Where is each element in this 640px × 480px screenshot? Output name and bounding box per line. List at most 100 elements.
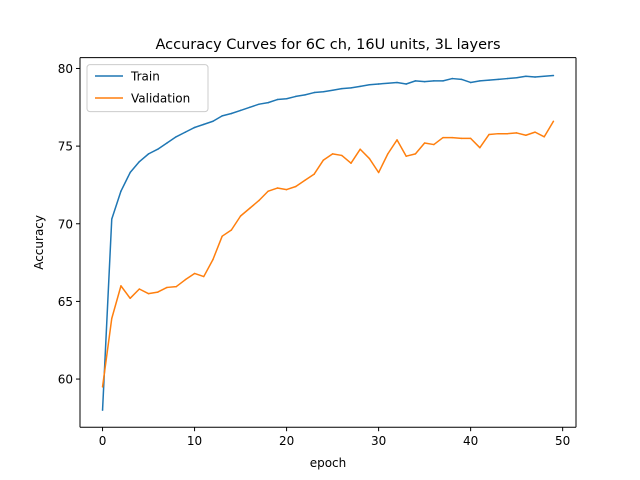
data-point-validation	[111, 317, 113, 320]
data-point-validation	[515, 132, 518, 134]
data-point-validation	[442, 136, 444, 139]
data-point-validation	[350, 162, 352, 164]
y-tick-label: 70	[58, 217, 73, 231]
data-point-validation	[267, 190, 269, 192]
data-point-train	[331, 89, 334, 91]
data-point-validation	[157, 291, 159, 293]
data-point-validation	[212, 258, 214, 261]
data-point-train	[157, 148, 159, 150]
data-point-train	[525, 75, 527, 77]
data-point-validation	[506, 132, 509, 135]
data-point-validation	[276, 187, 279, 189]
data-point-train	[285, 98, 288, 100]
data-point-validation	[147, 292, 150, 295]
data-point-train	[350, 87, 352, 89]
data-point-validation	[534, 131, 536, 133]
data-point-validation	[359, 148, 361, 150]
data-point-train	[138, 160, 141, 163]
data-point-validation	[414, 153, 417, 155]
data-point-validation	[331, 153, 334, 155]
data-point-train	[423, 80, 426, 83]
data-point-train	[552, 74, 555, 77]
data-point-train	[175, 136, 177, 138]
data-point-train	[515, 77, 518, 79]
data-point-validation	[184, 278, 187, 281]
y-tick-label: 80	[58, 62, 73, 76]
data-point-train	[543, 75, 545, 77]
data-point-train	[341, 87, 343, 90]
data-point-train	[506, 77, 509, 80]
data-point-train	[267, 101, 269, 104]
chart-title: Accuracy Curves for 6C ch, 16U units, 3L…	[155, 37, 500, 53]
data-point-validation	[304, 179, 306, 182]
data-point-validation	[377, 171, 380, 174]
x-tick-label: 0	[99, 434, 107, 448]
data-point-train	[479, 80, 481, 82]
x-tick-label: 30	[371, 434, 386, 448]
data-point-train	[405, 83, 407, 85]
data-point-train	[249, 106, 251, 109]
data-point-train	[101, 409, 104, 411]
data-point-train	[166, 142, 168, 144]
legend: Train Validation	[86, 64, 209, 113]
data-point-train	[368, 84, 371, 86]
data-point-train	[488, 79, 490, 81]
data-point-train	[497, 78, 499, 81]
data-point-validation	[249, 207, 251, 209]
data-point-train	[129, 171, 131, 174]
data-point-validation	[230, 229, 233, 231]
data-point-validation	[387, 153, 389, 155]
data-point-validation	[433, 143, 435, 146]
data-point-validation	[543, 136, 545, 138]
data-point-validation	[396, 139, 398, 141]
data-point-validation	[295, 185, 297, 188]
data-point-train	[304, 94, 306, 96]
data-point-train	[239, 109, 242, 112]
data-point-validation	[552, 120, 555, 123]
x-tick-label: 20	[279, 434, 294, 448]
axes-layer	[79, 57, 577, 428]
data-point-validation	[488, 133, 490, 136]
data-point-validation	[423, 142, 426, 144]
data-point-train	[460, 78, 463, 81]
data-point-validation	[405, 155, 407, 157]
data-point-train	[414, 80, 417, 82]
data-point-validation	[322, 159, 325, 161]
data-point-train	[184, 131, 187, 133]
data-point-train	[230, 112, 233, 115]
data-point-train	[442, 80, 444, 82]
y-tick-label: 65	[58, 295, 73, 309]
data-point-validation	[285, 188, 288, 191]
data-point-validation	[239, 215, 242, 217]
legend-label-validation: Validation	[131, 92, 190, 106]
data-point-validation	[193, 272, 196, 275]
legend-label-train: Train	[130, 70, 160, 84]
data-point-train	[469, 81, 472, 84]
data-point-validation	[479, 146, 481, 149]
series-layer	[101, 74, 555, 411]
data-point-train	[212, 120, 214, 123]
plot-area	[80, 57, 576, 428]
x-tick-label: 40	[463, 434, 478, 448]
data-point-train	[258, 103, 260, 105]
data-point-validation	[120, 285, 122, 287]
data-point-validation	[313, 173, 315, 175]
data-point-train	[221, 115, 223, 117]
data-point-validation	[469, 137, 472, 140]
data-point-train	[120, 190, 122, 192]
data-point-train	[295, 95, 297, 98]
data-point-train	[534, 76, 536, 78]
x-axis-label: epoch	[310, 456, 347, 470]
data-point-validation	[101, 386, 104, 388]
ticks-layer: 0 10 20 30 40 50 60 65 70 75 80	[58, 62, 571, 448]
data-point-train	[147, 153, 150, 155]
data-point-validation	[341, 154, 343, 157]
data-point-train	[193, 126, 196, 129]
data-point-validation	[368, 157, 371, 160]
data-point-train	[451, 77, 453, 80]
data-point-train	[359, 85, 361, 88]
y-tick-label: 75	[58, 140, 73, 154]
data-point-train	[322, 91, 325, 93]
data-point-validation	[258, 199, 260, 202]
